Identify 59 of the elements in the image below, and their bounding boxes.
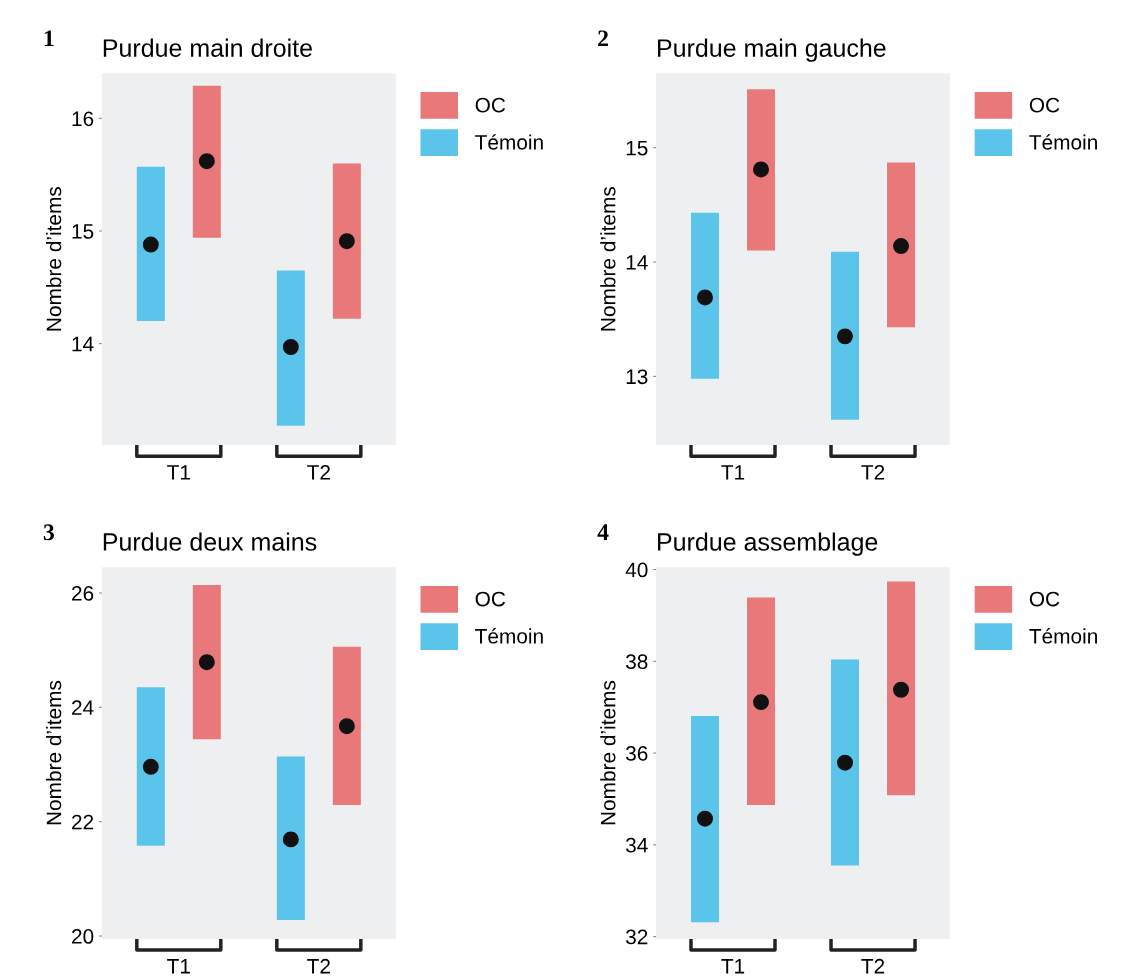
bar — [831, 251, 860, 420]
y-tick-label: 14 — [626, 255, 648, 270]
x-tick-label: T2 — [861, 464, 885, 480]
text: 1 — [44, 30, 54, 47]
text: 2 — [598, 30, 608, 47]
x-tick-label: T1 — [167, 959, 190, 974]
y-tick-label: 15 — [72, 224, 94, 239]
x-tick-label: T2 — [861, 958, 885, 974]
x-tick-label: T2 — [307, 464, 330, 480]
bar — [747, 597, 775, 805]
legend-label: Témoin — [1029, 134, 1097, 150]
y-tick-label: 24 — [72, 700, 94, 715]
bar — [332, 646, 361, 806]
y-tick-label: 14 — [72, 336, 94, 352]
text: 4 — [597, 524, 609, 540]
y-tick-label: 36 — [625, 746, 648, 761]
legend-label: OC — [1029, 97, 1060, 113]
bar — [136, 687, 165, 846]
bar — [887, 581, 916, 796]
legend-label: Témoin — [475, 134, 543, 150]
legend-label: Témoin — [475, 628, 543, 644]
y-tick-label: 34 — [625, 837, 648, 853]
y-axis-title: Nombre d’items — [46, 680, 62, 825]
text: 3 — [43, 524, 54, 541]
y-axis-title: Nombre d’items — [600, 680, 616, 825]
bar — [276, 270, 305, 426]
y-tick-label: 15 — [626, 140, 648, 156]
y-tick-label: 13 — [626, 369, 648, 385]
legend-label: Témoin — [1029, 628, 1097, 644]
chart-title: Purdue assemblage — [658, 532, 878, 556]
bar — [831, 659, 860, 866]
chart-title: Purdue main droite — [103, 38, 312, 57]
y-tick-label: 40 — [625, 562, 648, 578]
y-tick-label: 26 — [72, 585, 94, 601]
legend-label: OC — [1029, 591, 1060, 607]
chart-title: Purdue main gauche — [658, 38, 886, 62]
legend-label: OC — [475, 97, 506, 113]
y-tick-label: 16 — [72, 111, 94, 127]
legend-label: OC — [475, 591, 506, 607]
y-axis-title: Nombre d’items — [600, 186, 616, 331]
bar — [332, 163, 361, 319]
bar — [887, 162, 916, 328]
bar — [136, 166, 165, 322]
bar — [192, 584, 221, 740]
y-tick-label: 32 — [625, 929, 648, 945]
x-tick-label: T2 — [307, 958, 330, 974]
x-tick-label: T1 — [721, 959, 745, 974]
x-tick-label: T1 — [167, 465, 190, 480]
y-tick-label: 20 — [72, 929, 94, 944]
y-axis-title: Nombre d’items — [46, 186, 62, 331]
x-tick-label: T1 — [721, 465, 745, 480]
bar — [747, 89, 775, 251]
bar — [690, 212, 719, 379]
y-tick-label: 38 — [625, 654, 648, 670]
bar — [192, 85, 221, 238]
bar — [690, 715, 719, 923]
chart-title: Purdue deux mains — [103, 532, 317, 551]
bar — [276, 756, 305, 921]
y-tick-label: 22 — [72, 814, 94, 830]
